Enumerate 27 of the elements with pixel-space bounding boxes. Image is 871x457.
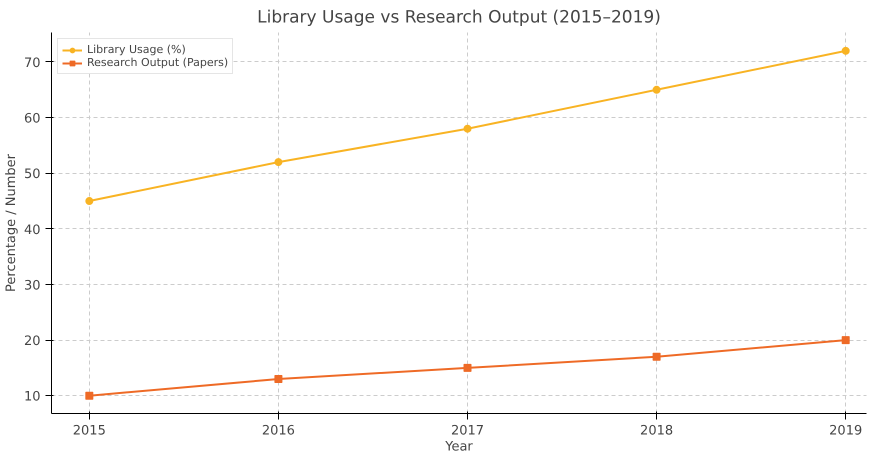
y-tick-label: 20 xyxy=(24,334,41,350)
x-tick-label: 2015 xyxy=(72,424,106,438)
legend-label: Library Usage (%) xyxy=(87,43,186,56)
y-tick-label: 30 xyxy=(24,278,41,294)
point xyxy=(464,124,472,133)
y-tick-label: 50 xyxy=(24,167,41,182)
y-tick-label: 40 xyxy=(24,222,41,238)
point xyxy=(464,364,472,372)
point xyxy=(842,336,850,344)
y-tick-label: 60 xyxy=(24,112,41,127)
legend-label: Research Output (Papers) xyxy=(87,56,228,69)
point xyxy=(842,46,850,55)
y-axis-title: Percentage / Number xyxy=(4,153,19,292)
x-tick-label: 2016 xyxy=(262,424,295,438)
point xyxy=(274,375,282,384)
point xyxy=(652,86,661,94)
chart-title: Library Usage vs Research Output (2015–2019) xyxy=(257,8,661,28)
point xyxy=(85,392,94,400)
x-tick-label: 2018 xyxy=(640,424,674,438)
point xyxy=(274,158,282,166)
y-tick-label: 10 xyxy=(24,390,41,405)
x-axis-title: Year xyxy=(444,440,474,454)
x-tick-label: 2017 xyxy=(450,424,484,438)
point xyxy=(652,352,661,361)
y-tick-label: 70 xyxy=(24,56,41,71)
x-tick-label: 2019 xyxy=(829,424,862,438)
point xyxy=(85,197,94,206)
